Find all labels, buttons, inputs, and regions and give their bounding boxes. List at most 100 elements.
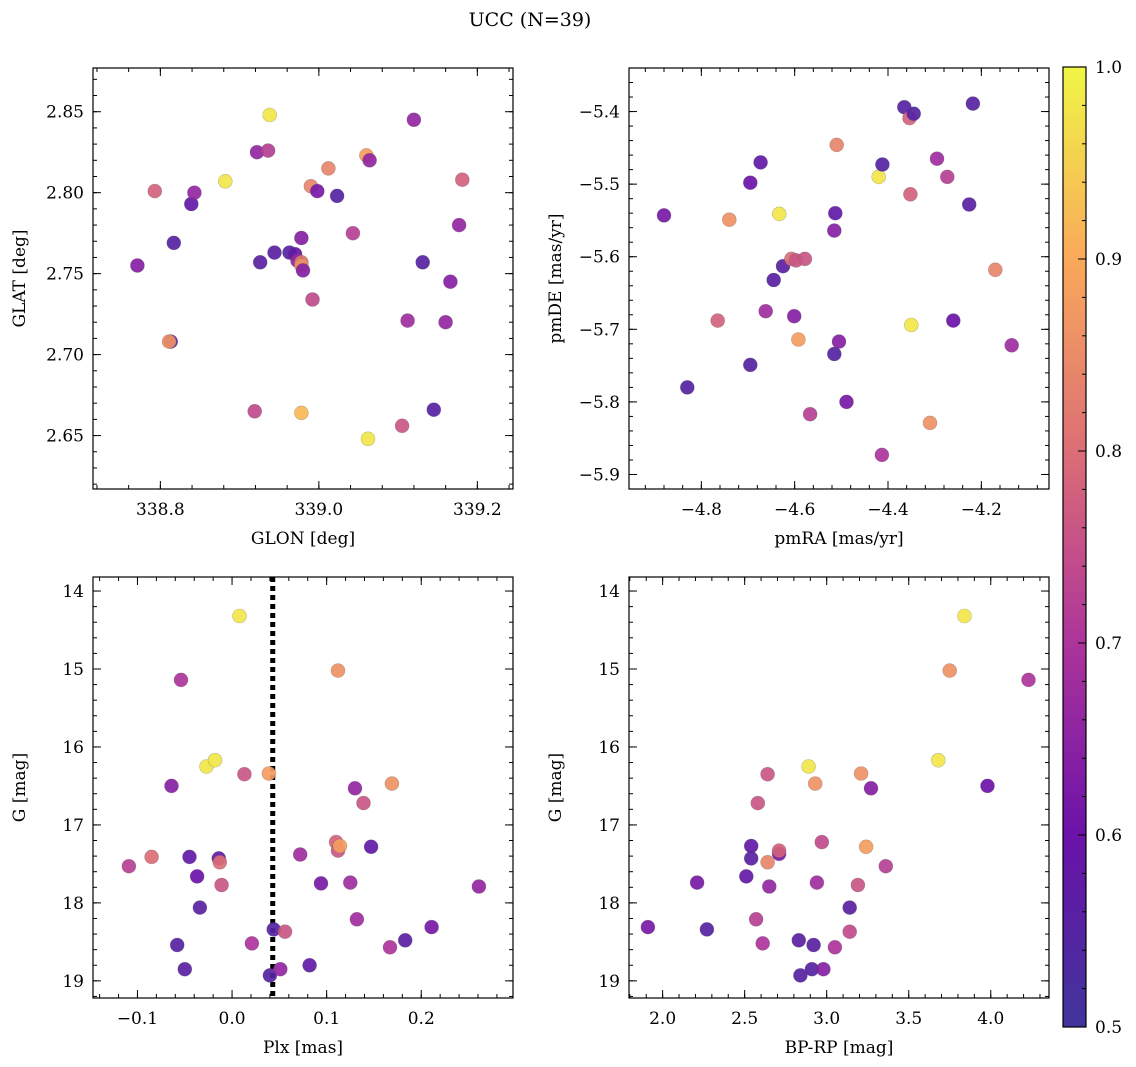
data-point xyxy=(214,877,229,893)
data-point xyxy=(858,839,874,855)
data-point xyxy=(826,346,842,362)
y-tick-label: 18 xyxy=(598,894,620,914)
panel-1: 338.8 339.0 339.2 2.65 2.70 2.75 2.80 2.85 GLON … xyxy=(10,67,514,549)
data-point xyxy=(755,936,771,951)
colorbar-tick-label: 1.0 xyxy=(1095,58,1122,78)
data-point xyxy=(679,380,695,395)
x-tick-label: 339.2 xyxy=(453,500,502,520)
data-point xyxy=(791,932,807,948)
data-point xyxy=(330,663,346,678)
data-point xyxy=(329,188,345,204)
data-point xyxy=(406,112,422,128)
data-point xyxy=(382,939,398,955)
data-point xyxy=(332,838,348,854)
y-tick-label: 18 xyxy=(62,894,84,914)
y-tick-label: 2.85 xyxy=(46,103,84,123)
ticks xyxy=(629,67,1049,490)
y-tick-label: 17 xyxy=(598,816,620,836)
data-point xyxy=(906,106,922,121)
data-point xyxy=(807,776,823,791)
x-tick-label: −4.8 xyxy=(681,500,722,520)
data-point xyxy=(218,174,233,189)
data-point xyxy=(839,394,854,410)
x-tick-label: 2.0 xyxy=(649,1009,676,1029)
data-point xyxy=(809,875,825,890)
data-point xyxy=(930,752,946,768)
data-point xyxy=(689,875,705,890)
data-point xyxy=(842,900,858,915)
y-tick-label: −5.8 xyxy=(579,393,620,413)
scatter-points xyxy=(121,608,487,983)
data-point xyxy=(797,251,813,267)
data-point xyxy=(863,780,879,796)
data-point xyxy=(802,406,818,422)
data-point xyxy=(829,137,845,153)
data-point xyxy=(182,849,197,865)
data-point xyxy=(187,185,202,200)
data-point xyxy=(212,854,228,870)
panels: 338.8 339.0 339.2 2.65 2.70 2.75 2.80 2.85 GLON … xyxy=(10,67,1050,1058)
data-point xyxy=(262,107,278,123)
x-axis-label: Plx [mas] xyxy=(263,1038,343,1058)
colorbar-bar xyxy=(1062,66,1087,1028)
data-point xyxy=(750,795,766,811)
data-point xyxy=(831,334,847,349)
data-point xyxy=(827,939,843,955)
data-point xyxy=(853,766,869,781)
data-point xyxy=(305,292,320,307)
ticks xyxy=(93,577,513,998)
data-point xyxy=(443,274,458,290)
data-point xyxy=(295,263,311,278)
data-point xyxy=(426,402,442,418)
data-point xyxy=(302,957,317,973)
x-tick-label: 339.0 xyxy=(295,500,344,520)
axes-frame xyxy=(628,576,1050,999)
data-point xyxy=(761,879,777,894)
data-point xyxy=(786,308,802,324)
data-point xyxy=(244,936,260,951)
data-point xyxy=(957,608,972,624)
scatter-points xyxy=(656,96,1020,463)
data-point xyxy=(130,258,145,273)
figure-title: UCC (N=39) xyxy=(469,9,592,31)
data-point xyxy=(656,208,672,223)
data-point xyxy=(827,205,843,221)
data-point xyxy=(961,197,977,212)
data-point xyxy=(791,332,806,347)
data-point xyxy=(169,937,185,953)
x-tick-label: 3.0 xyxy=(813,1009,840,1029)
data-point xyxy=(342,875,358,890)
x-tick-label: 4.0 xyxy=(977,1009,1004,1029)
data-point xyxy=(394,418,410,434)
x-axis-label: GLON [deg] xyxy=(251,529,355,549)
data-point xyxy=(294,405,309,421)
y-axis-label: G [mag] xyxy=(546,753,566,822)
data-point xyxy=(277,924,293,940)
data-point xyxy=(164,778,179,794)
data-point xyxy=(771,206,787,222)
y-tick-label: 2.80 xyxy=(46,184,84,204)
data-point xyxy=(321,161,336,176)
data-point xyxy=(397,932,413,948)
y-tick-label: −5.9 xyxy=(579,465,620,485)
data-point xyxy=(438,314,453,330)
data-point xyxy=(922,415,938,431)
data-point xyxy=(640,919,656,935)
data-point xyxy=(267,245,282,260)
data-point xyxy=(826,223,842,238)
data-point xyxy=(939,169,955,185)
data-point xyxy=(260,143,276,158)
colorbar-tick-label: 0.9 xyxy=(1095,250,1122,270)
x-tick-label: −4.6 xyxy=(774,500,815,520)
data-point xyxy=(294,230,309,246)
data-point xyxy=(345,225,361,241)
y-tick-label: 17 xyxy=(62,816,84,836)
data-point xyxy=(793,968,808,983)
ticks xyxy=(93,68,513,489)
y-tick-label: −5.7 xyxy=(579,320,620,340)
data-point xyxy=(121,858,137,874)
axes-frame xyxy=(92,67,514,490)
data-point xyxy=(272,961,288,977)
data-point xyxy=(721,212,737,227)
